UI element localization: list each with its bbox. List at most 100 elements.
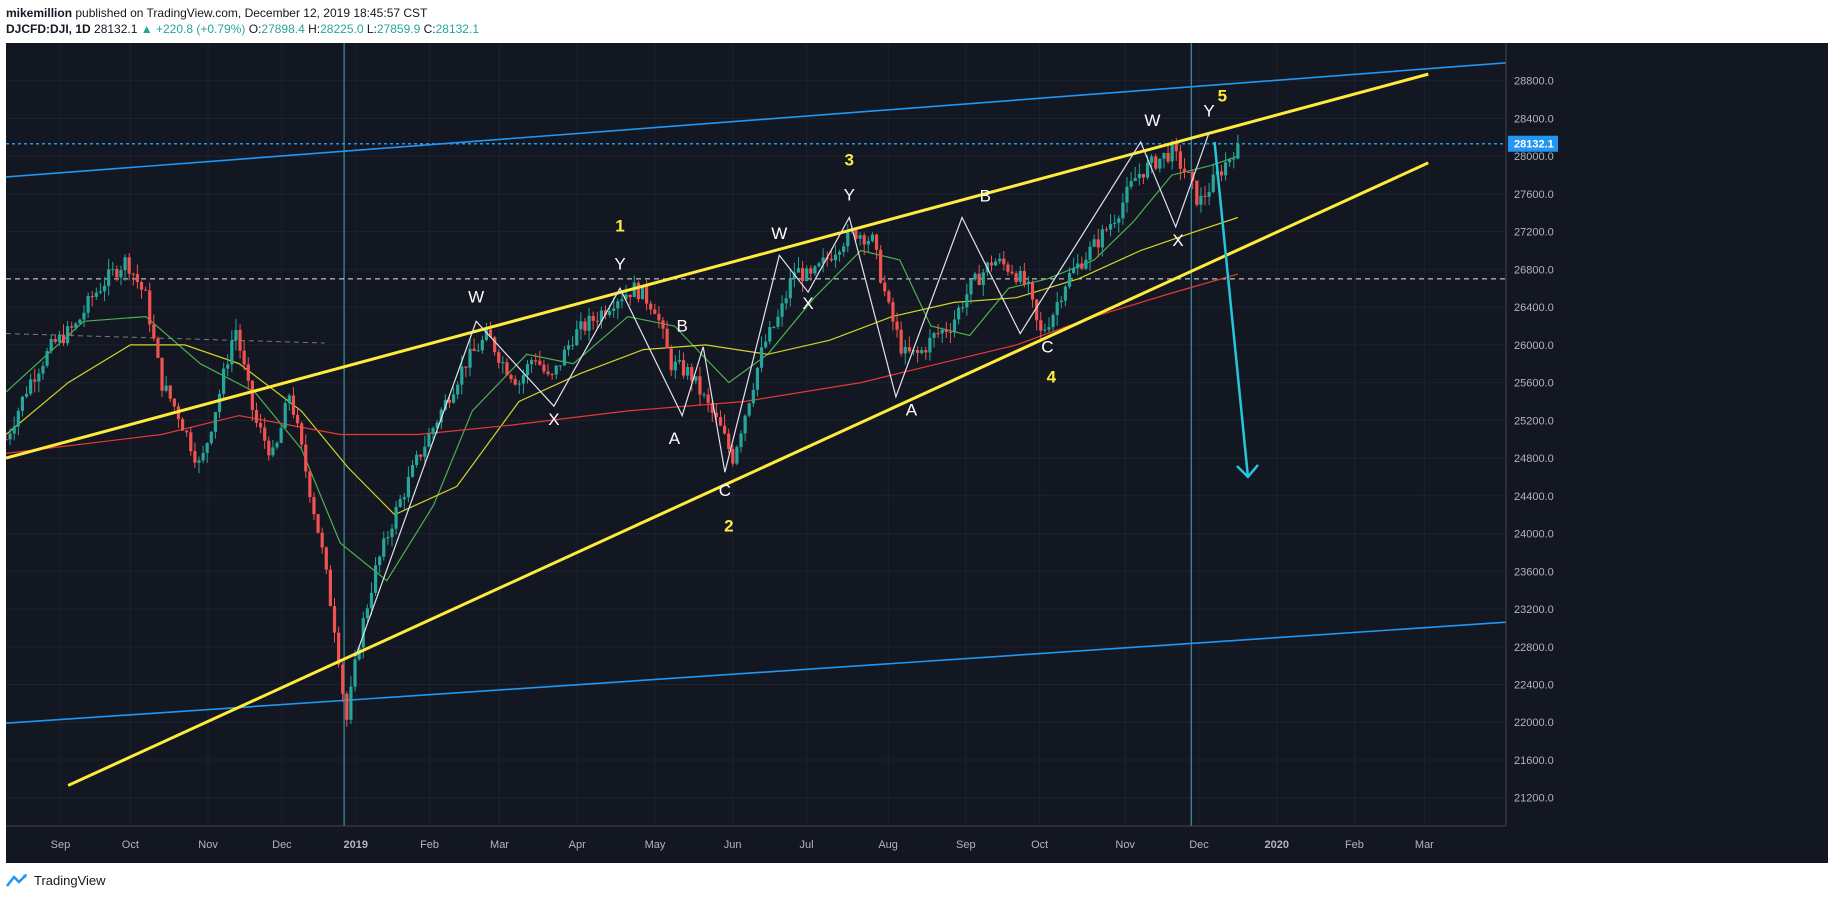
- projection-arrow[interactable]: [1213, 141, 1259, 479]
- candle-body: [164, 385, 168, 391]
- candle-body: [1096, 239, 1100, 248]
- candle-body: [957, 307, 961, 320]
- candle-body: [443, 399, 447, 410]
- candle-body: [1080, 263, 1084, 269]
- candle-body: [1067, 273, 1072, 287]
- candle-body: [1141, 173, 1146, 178]
- last-price-badge[interactable]: [1508, 135, 1558, 152]
- candle-body: [1133, 178, 1137, 181]
- time-axis[interactable]: Sep Oct Nov Dec 2019 Feb Mar Apr May Jun Jul Aug Sep…: [6, 825, 1828, 863]
- channel-line[interactable]: [67, 161, 1429, 787]
- brand-name: TradingView: [34, 872, 106, 888]
- candle-body: [768, 327, 772, 342]
- wave-label: 2: [724, 517, 733, 536]
- candle-body: [562, 349, 567, 366]
- candle-body: [657, 313, 661, 321]
- candle-body: [1051, 314, 1055, 328]
- candle-body: [669, 348, 673, 371]
- candle-body: [883, 282, 887, 292]
- candle-body: [981, 272, 985, 286]
- price-axis[interactable]: 21200.0 21600.0 22000.0 22400.0 22800.0 23200…: [1505, 43, 1828, 863]
- candle-body: [735, 447, 739, 464]
- time-tick-label: Dec: [1189, 839, 1209, 851]
- candle-body: [447, 399, 452, 403]
- candle-body: [316, 514, 320, 533]
- rising-wedge-channel[interactable]: [6, 72, 1429, 787]
- candle-body: [320, 532, 324, 548]
- candle-body: [1129, 180, 1133, 187]
- candle-body: [854, 230, 858, 239]
- candle-body: [915, 349, 920, 353]
- candle-body: [993, 261, 998, 266]
- candle-body: [201, 452, 205, 461]
- candle-body: [928, 337, 932, 353]
- candle-body: [33, 379, 37, 382]
- candle-body: [608, 310, 612, 315]
- candle-body: [989, 262, 994, 266]
- candle-body: [920, 350, 924, 353]
- candle-body: [558, 365, 562, 367]
- candle-body: [111, 269, 115, 271]
- candle-body: [616, 301, 620, 309]
- candle-body: [107, 269, 111, 286]
- candle-body: [1145, 162, 1150, 178]
- candle-body: [743, 415, 747, 434]
- tradingview-footer[interactable]: TradingView: [6, 870, 106, 890]
- price-tick-label: 24800.0: [1514, 453, 1554, 465]
- price-change: ▲ +220.8 (+0.79%): [140, 22, 246, 36]
- candle-body: [772, 326, 776, 328]
- candle-body: [677, 360, 682, 362]
- candle-body: [1092, 239, 1096, 247]
- candle-body: [115, 269, 119, 278]
- candle-body: [254, 410, 259, 423]
- candle-body: [168, 385, 172, 399]
- candle-body: [776, 316, 780, 327]
- candle-body: [681, 360, 686, 376]
- candle-body: [780, 303, 784, 317]
- arrow-shaft[interactable]: [1213, 141, 1250, 478]
- candle-body: [644, 286, 649, 304]
- wave-zigzag-line[interactable]: [355, 132, 1210, 657]
- symbol-label[interactable]: DJCFD:DJI, 1D: [6, 22, 91, 36]
- candle-body: [148, 290, 152, 325]
- candle-body: [554, 365, 558, 375]
- wave-label: W: [468, 287, 484, 306]
- candle-body: [185, 430, 189, 433]
- time-tick-label: Mar: [490, 839, 509, 851]
- channel-line[interactable]: [6, 72, 1429, 460]
- wave-label: B: [676, 317, 687, 336]
- candle-body: [156, 338, 160, 358]
- candle-body: [476, 350, 480, 352]
- price-tick-label: 22800.0: [1514, 642, 1554, 654]
- candle-body: [1182, 168, 1187, 172]
- candle-body: [1026, 281, 1031, 285]
- open-value: 27898.4: [261, 22, 305, 36]
- candle-body: [57, 334, 61, 342]
- candle-body: [1117, 218, 1121, 223]
- candle-body: [858, 235, 862, 239]
- author-name[interactable]: mikemillion: [6, 6, 73, 20]
- candle-body: [144, 289, 148, 291]
- candle-body: [172, 398, 176, 407]
- candle-body: [1191, 172, 1195, 181]
- candle-body: [969, 279, 973, 295]
- candle-body: [246, 364, 250, 381]
- candle-body: [1125, 186, 1129, 203]
- price-tick-label: 27600.0: [1514, 189, 1554, 201]
- candle-body: [353, 659, 357, 687]
- price-tick-label: 24400.0: [1514, 491, 1554, 503]
- candle-body: [41, 365, 45, 374]
- wave-label: A: [906, 401, 918, 420]
- candle-body: [1063, 286, 1068, 301]
- candle-body: [295, 414, 300, 424]
- candle-body: [702, 394, 706, 396]
- candle-body: [102, 285, 107, 292]
- candle-body: [661, 320, 665, 329]
- wave-count-path[interactable]: [355, 132, 1210, 657]
- candle-body: [197, 460, 201, 463]
- candle-body: [550, 374, 554, 376]
- candle-body: [722, 425, 727, 434]
- candle-body: [1108, 224, 1113, 230]
- candle-body: [529, 360, 534, 365]
